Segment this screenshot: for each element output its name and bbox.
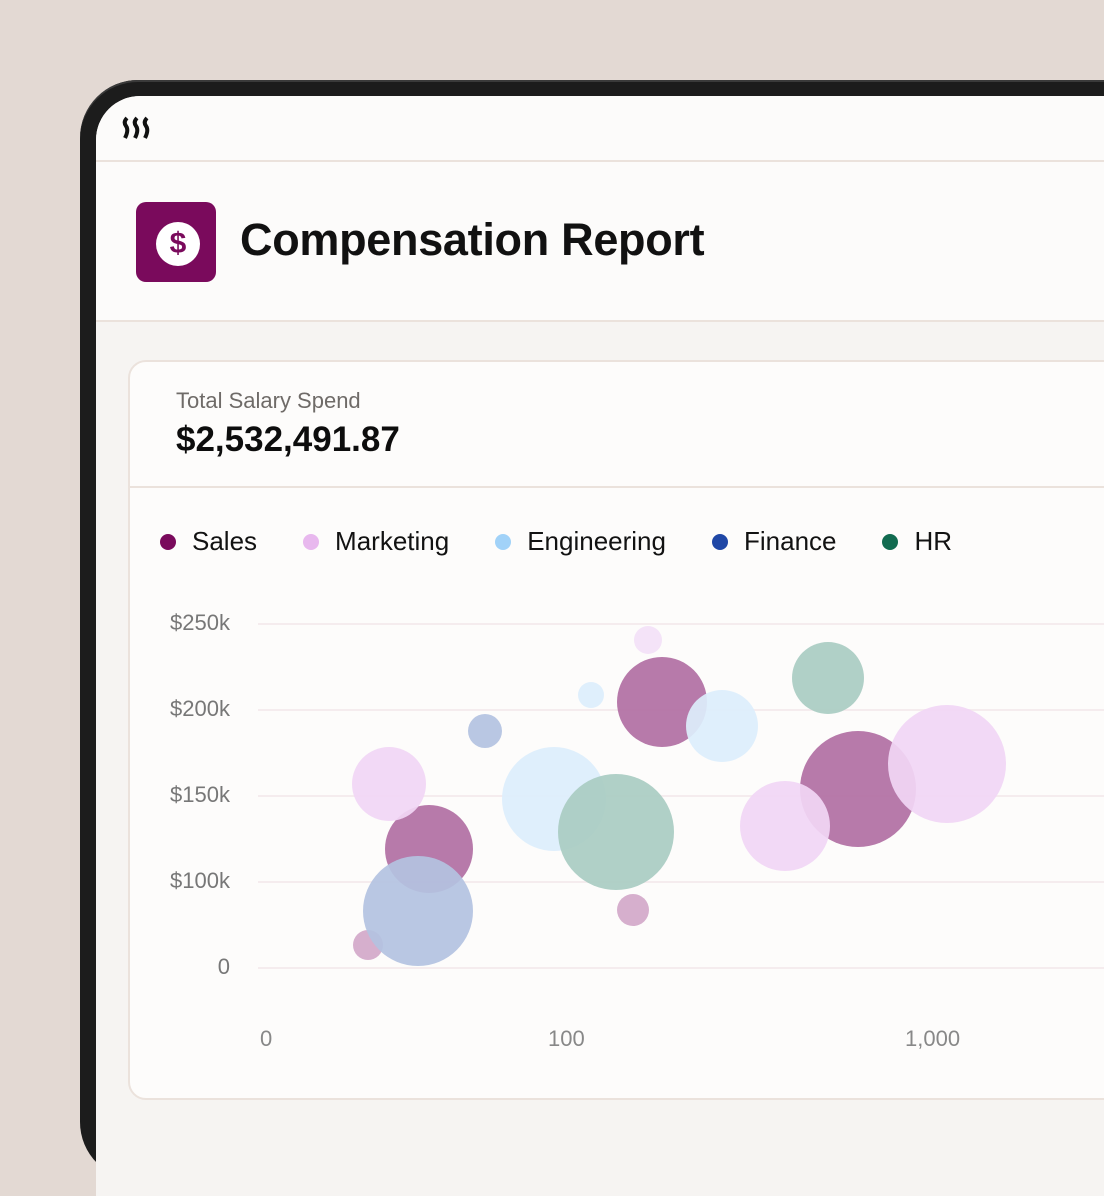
bubble-hr[interactable] [558,774,674,890]
legend-label: Sales [192,526,258,556]
report-badge: $ [136,202,216,282]
bubble-marketing[interactable] [352,747,426,821]
y-tick-label: $150k [170,782,230,807]
legend-label: Finance [743,526,837,556]
app-screen: $ Compensation Report Total Salary Spend… [96,96,1104,1196]
top-bar [96,96,1104,162]
legend-label: HR [914,526,953,556]
legend-item-finance[interactable]: Finance [711,526,837,557]
bubble-marketing[interactable] [634,626,662,654]
gridline-250k [258,623,1104,625]
bubble-sales[interactable] [617,894,649,926]
y-tick-label: $250k [170,610,230,635]
legend-label: Engineering [527,526,666,556]
legend-dot-icon [882,533,899,550]
bubble-marketing[interactable] [888,705,1006,823]
legend-item-sales[interactable]: Sales [160,526,257,557]
bubble-engineering[interactable] [578,682,604,708]
gridline-100k [258,881,1104,883]
bubble-engineering[interactable] [686,690,758,762]
dollar-coin-icon: $ [156,222,200,266]
page-title: Compensation Report [240,214,705,265]
legend-label: Marketing [335,526,450,556]
gridline-150k [258,795,1104,797]
legend-dot-icon [160,533,176,550]
legend-dot-icon [711,533,728,550]
kpi-value: $2,532,491.87 [176,420,400,459]
bubble-finance[interactable] [468,714,502,748]
legend-item-marketing[interactable]: Marketing [303,526,449,557]
chart-legend: Sales Marketing Engineering Finance HR [160,526,998,557]
x-tick-label: 0 [260,1026,273,1051]
bubble-marketing[interactable] [740,781,830,871]
y-tick-label: 0 [217,954,230,979]
triple-wave-logo-icon[interactable] [122,116,156,140]
y-tick-label: $100k [170,868,230,893]
salary-chart-card: Total Salary Spend $2,532,491.87 Sales M… [128,360,1104,1100]
legend-item-engineering[interactable]: Engineering [495,526,666,557]
page-header: $ Compensation Report [96,162,1104,322]
kpi-label: Total Salary Spend [176,388,361,413]
legend-dot-icon [495,533,512,550]
legend-item-hr[interactable]: HR [882,526,952,557]
bubble-finance[interactable] [363,856,473,966]
y-tick-label: $200k [170,696,230,721]
bubble-chart: $250k $200k $150k $100k 0 0 100 1,000 [130,362,1104,1098]
x-tick-label: 1,000 [905,1026,961,1051]
legend-dot-icon [303,533,320,550]
gridline-0 [258,967,1104,969]
kpi-section: Total Salary Spend $2,532,491.87 [130,362,1104,488]
bubble-hr[interactable] [792,642,864,714]
x-tick-label: 100 [548,1026,585,1051]
